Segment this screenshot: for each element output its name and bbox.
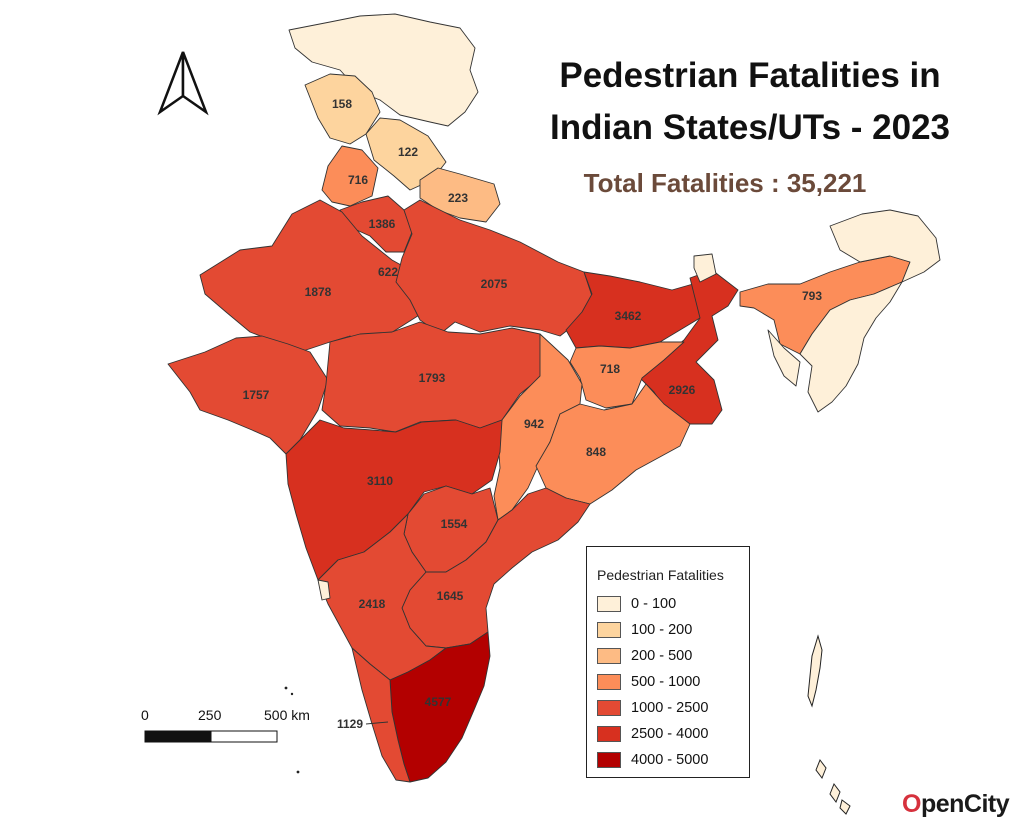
- lakshadweep-islands: [284, 686, 300, 774]
- region-maharashtra: [285, 419, 503, 581]
- state-label-delhi-label: 622: [378, 265, 398, 279]
- scale-tick-250: 250: [198, 707, 222, 723]
- legend-item: 4000 - 5000: [597, 747, 749, 773]
- legend-swatch: [597, 700, 621, 716]
- opencity-logo: OpenCity: [902, 790, 1010, 819]
- state-value-labels: 158 716 122 1386 223 2075 1878 1757 1793 3462 718 2…: [243, 97, 823, 731]
- map-title-line2: Indian States/UTs - 2023: [549, 108, 951, 147]
- region-odisha: [535, 383, 691, 505]
- region-gujarat: [167, 335, 329, 455]
- state-label-rajasthan: 1878: [305, 285, 332, 299]
- region-uttar-pradesh: [395, 199, 593, 337]
- north-arrow-icon: [157, 51, 209, 116]
- region-haryana: [339, 195, 413, 253]
- region-punjab: [321, 145, 379, 207]
- legend-item: 1000 - 2500: [597, 695, 749, 721]
- legend-swatch: [597, 674, 621, 690]
- region-northeast-states: [693, 209, 941, 413]
- state-label-tamil-nadu: 4577: [425, 695, 452, 709]
- state-label-delhi: 223: [448, 191, 468, 205]
- state-label-west-bengal: 2926: [669, 383, 696, 397]
- state-label-bihar: 3462: [615, 309, 642, 323]
- region-himachal-pradesh: [304, 73, 381, 145]
- state-label-haryana: 1386: [369, 217, 396, 231]
- legend-item: 100 - 200: [597, 617, 749, 643]
- legend-swatch: [597, 622, 621, 638]
- region-bihar: [565, 271, 713, 349]
- state-label-karnataka: 2418: [359, 597, 386, 611]
- legend-label: 500 - 1000: [631, 674, 701, 690]
- legend-label: 2500 - 4000: [631, 726, 709, 742]
- legend-title: Pedestrian Fatalities: [597, 567, 724, 583]
- region-madhya-pradesh: [321, 321, 553, 433]
- state-label-uttarakhand: 122: [398, 145, 418, 159]
- legend-label: 1000 - 2500: [631, 700, 709, 716]
- region-jharkhand: [569, 341, 685, 409]
- legend-label: 100 - 200: [631, 622, 693, 638]
- legend-items: 0 - 100 100 - 200 200 - 500 500 - 1000 1000 …: [597, 591, 749, 773]
- region-jammu-kashmir-ladakh: [288, 13, 479, 127]
- map-subtitle: Total Fatalities : 35,221: [583, 168, 867, 198]
- legend-item: 200 - 500: [597, 643, 749, 669]
- state-label-telangana: 1554: [441, 517, 468, 531]
- logo-o-icon: O: [902, 790, 921, 818]
- state-label-odisha: 848: [586, 445, 606, 459]
- state-label-andhra-pradesh: 1645: [437, 589, 464, 603]
- state-label-chhattisgarh: 942: [524, 417, 544, 431]
- region-goa: [317, 579, 331, 601]
- state-label-maharashtra: 3110: [367, 474, 393, 488]
- map-legend: Pedestrian Fatalities 0 - 100 100 - 200 20…: [586, 546, 750, 778]
- state-label-madhya-pradesh: 1793: [419, 371, 446, 385]
- legend-label: 200 - 500: [631, 648, 693, 664]
- state-label-himachal-pradesh: 158: [332, 97, 352, 111]
- region-kerala: [351, 647, 411, 783]
- legend-item: 2500 - 4000: [597, 721, 749, 747]
- legend-swatch: [597, 648, 621, 664]
- legend-label: 4000 - 5000: [631, 752, 709, 768]
- legend-label: 0 - 100: [631, 596, 677, 612]
- legend-item: 0 - 100: [597, 591, 749, 617]
- legend-swatch: [597, 726, 621, 742]
- legend-item: 500 - 1000: [597, 669, 749, 695]
- state-label-kerala: 1129: [337, 717, 363, 731]
- map-title-line1: Pedestrian Fatalities in: [559, 56, 941, 95]
- state-label-uttar-pradesh: 2075: [481, 277, 508, 291]
- scale-tick-500: 500 km: [264, 707, 310, 723]
- scale-tick-0: 0: [141, 707, 149, 723]
- state-label-assam: 793: [802, 289, 822, 303]
- scale-bar: [144, 730, 278, 743]
- legend-swatch: [597, 596, 621, 612]
- andaman-nicobar-islands: [807, 634, 851, 815]
- logo-text: penCity: [920, 790, 1010, 818]
- kerala-leader-line: [365, 721, 389, 725]
- legend-swatch: [597, 752, 621, 768]
- state-label-gujarat: 1757: [243, 388, 270, 402]
- state-label-jharkhand: 718: [600, 362, 620, 376]
- state-label-punjab: 716: [348, 173, 368, 187]
